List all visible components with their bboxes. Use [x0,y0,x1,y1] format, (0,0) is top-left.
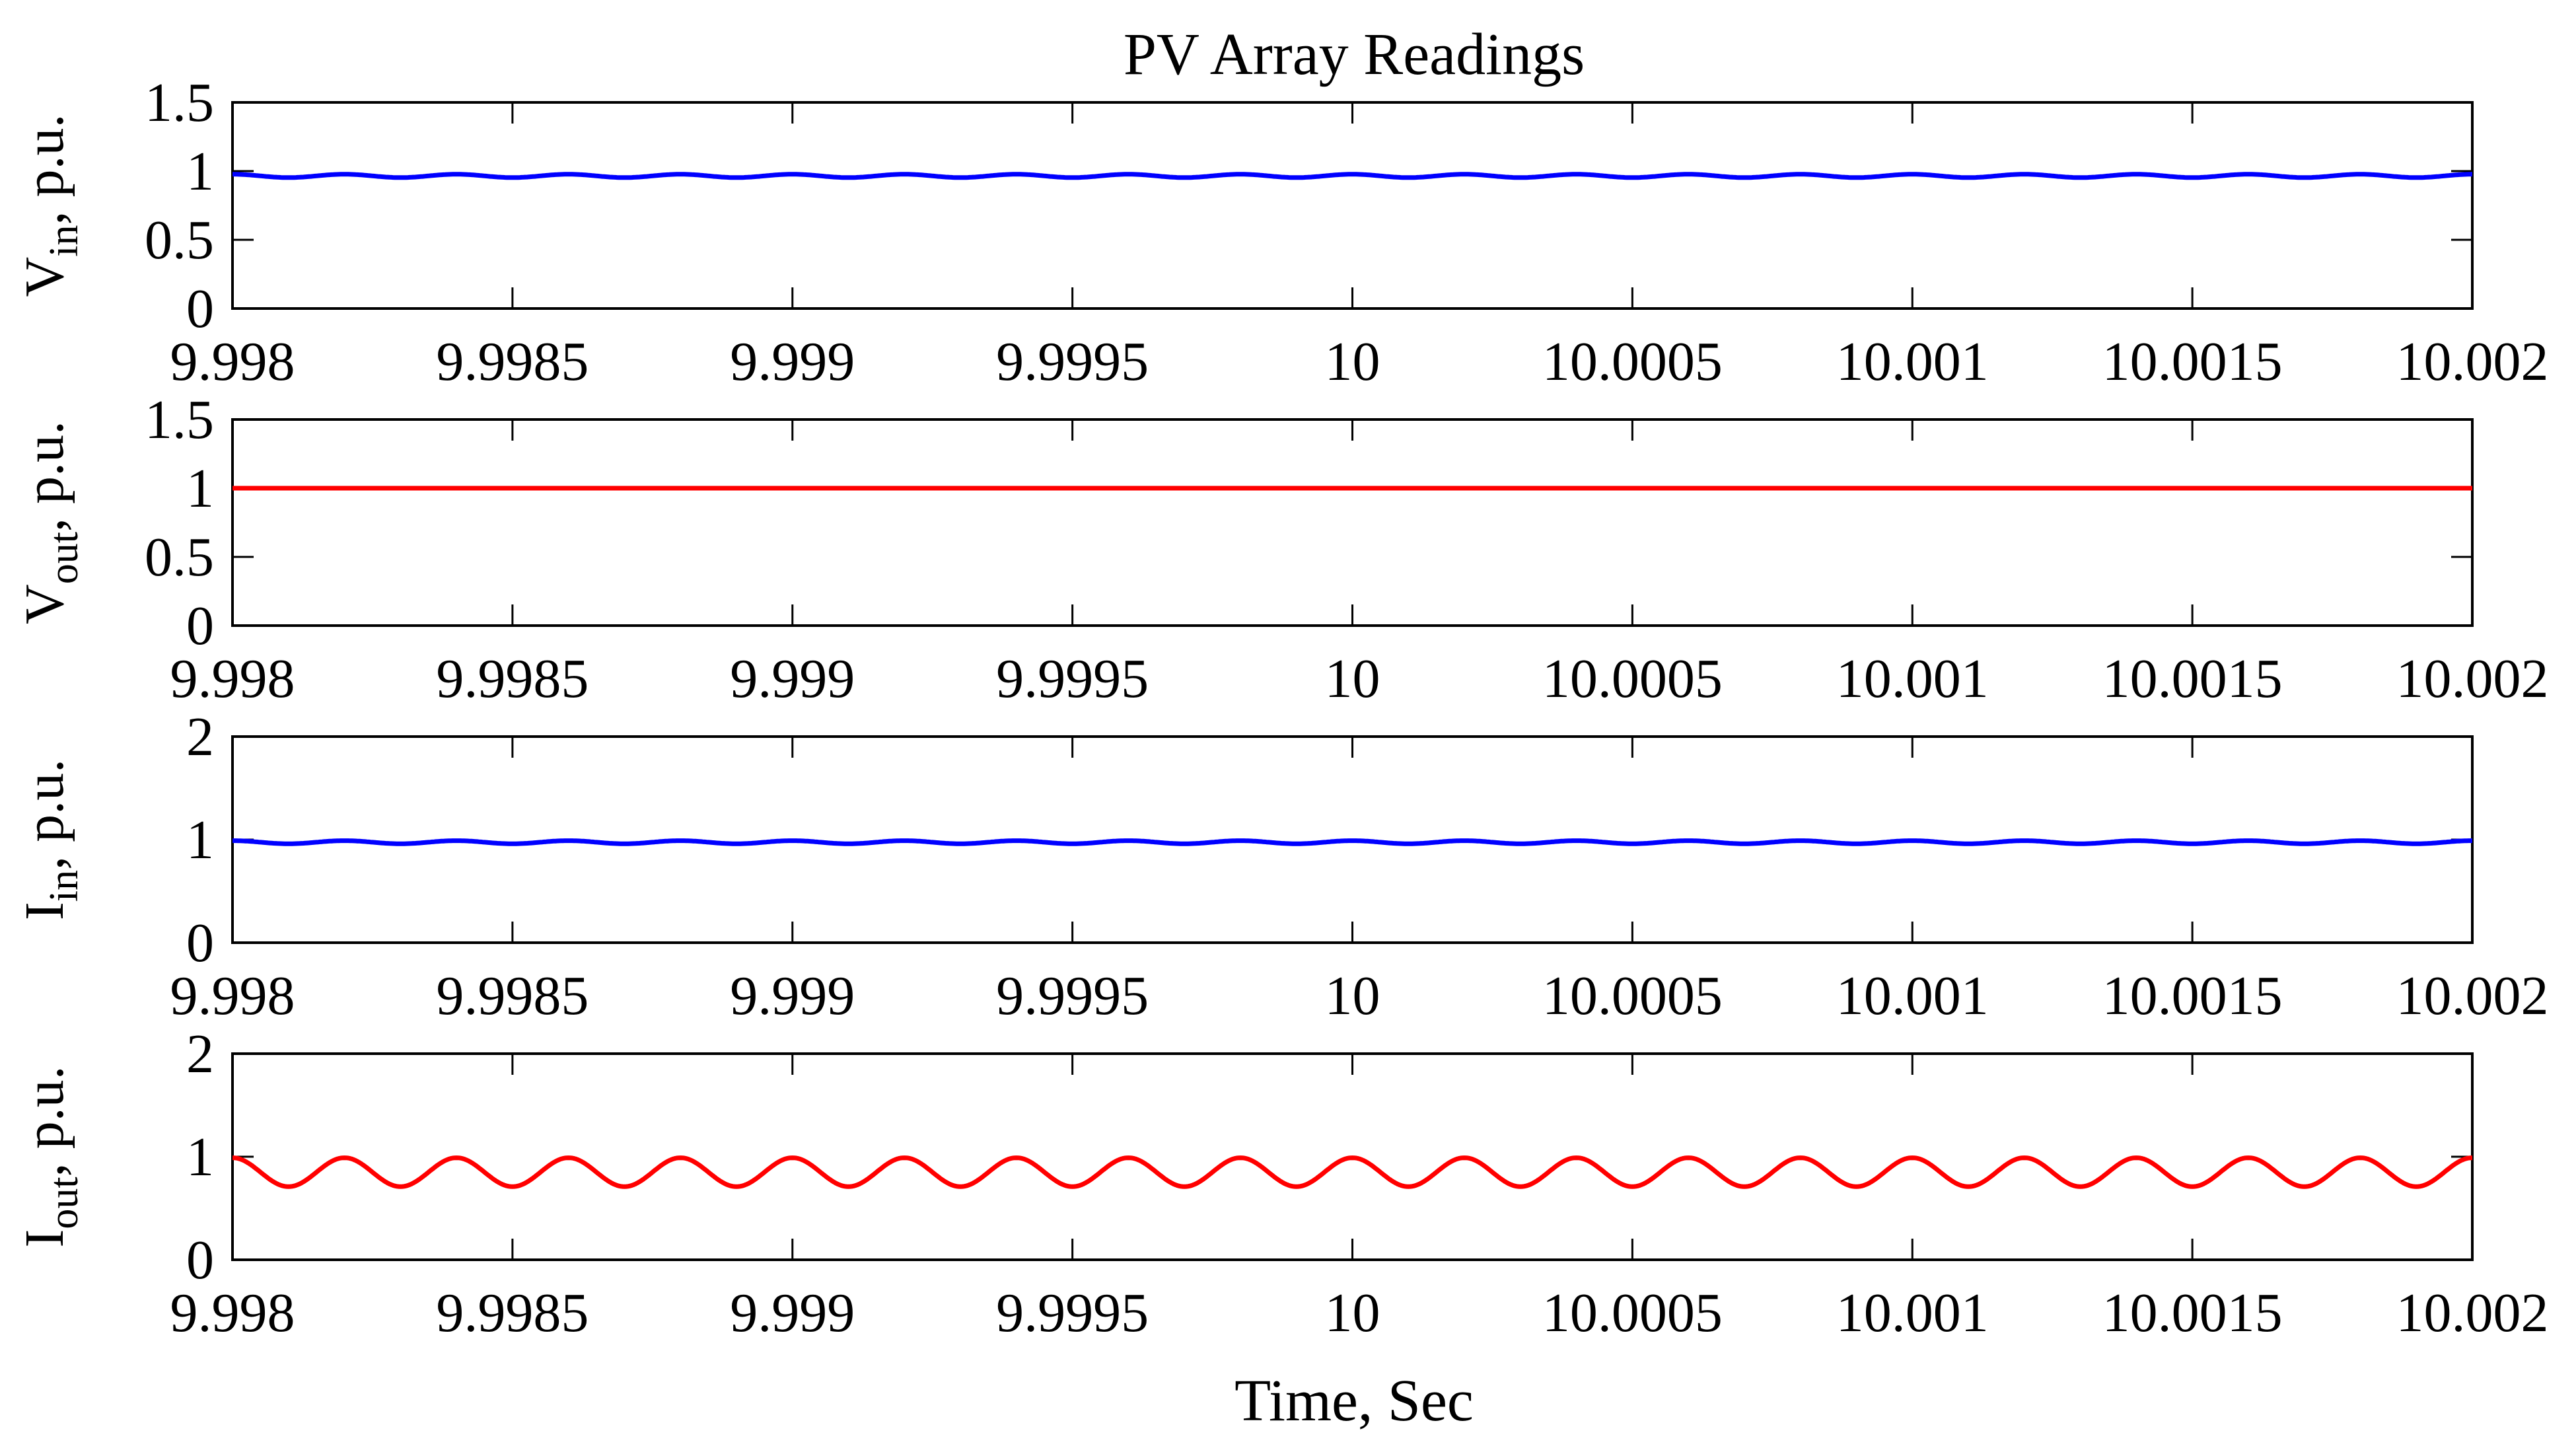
x-tick-label: 10 [1325,648,1380,709]
x-tick-label: 10.001 [1836,648,1989,709]
x-tick-label: 9.9985 [436,965,589,1027]
series-line [232,1155,2473,1189]
y-tick-label: 0 [186,595,214,657]
x-tick-label: 9.999 [730,331,855,392]
x-tick-label: 10.0015 [2102,648,2283,709]
x-tick-label: 9.999 [730,1282,855,1344]
x-tick-label: 9.998 [170,1282,295,1344]
x-tick-label: 10 [1325,965,1380,1027]
x-tick-label: 9.9995 [996,1282,1149,1344]
chart-title: PV Array Readings [1124,22,1585,87]
panel-1: 0 0.5 1 1.5 9.998 9.9985 9.999 9.9995 10 10.0005 1… [14,72,2549,392]
x-tick-label: 9.9995 [996,965,1149,1027]
panel-4: 0 1 2 9.998 9.9985 9.999 9.9995 10 10.0005 10.001… [14,1023,2549,1344]
y-axis-label: Vin, p.u. [14,114,87,297]
x-tick-label: 9.998 [170,965,295,1027]
y-tick-label: 0.5 [145,209,214,271]
axes-box [231,101,2474,310]
x-tick-label: 9.9985 [436,648,589,709]
x-tick-label: 10.002 [2396,1282,2549,1344]
y-tick-label: 1 [186,141,214,202]
x-axis-label: Time, Sec [1234,1368,1474,1434]
y-tick-label: 0.5 [145,527,214,588]
x-tick-label: 10 [1325,1282,1380,1344]
y-tick-label: 1.5 [145,72,214,133]
x-tick-label: 10.0005 [1542,648,1723,709]
y-axis-label: Vout, p.u. [14,421,87,624]
x-tick-label: 10.002 [2396,648,2549,709]
x-tick-label: 9.9985 [436,331,589,392]
x-tick-label: 10.0005 [1542,331,1723,392]
y-tick-label: 2 [186,1023,214,1085]
y-tick-label: 0 [186,278,214,340]
x-tick-label: 9.998 [170,331,295,392]
y-tick-label: 1 [186,458,214,519]
x-tick-label: 9.9985 [436,1282,589,1344]
x-tick-label: 10.0005 [1542,1282,1723,1344]
y-tick-label: 1.5 [145,389,214,451]
x-tick-label: 10.001 [1836,331,1989,392]
panel-2: 0 0.5 1 1.5 9.998 9.9985 9.999 9.9995 10 10.0005 1… [14,389,2549,709]
x-tick-label: 10.0005 [1542,965,1723,1027]
x-tick-label: 10 [1325,331,1380,392]
axes-box [231,418,2474,627]
y-axis-label: Iin, p.u. [14,759,87,920]
x-tick-label: 10.0015 [2102,1282,2283,1344]
x-tick-label: 9.999 [730,648,855,709]
y-tick-label: 1 [186,1126,214,1188]
y-tick-label: 2 [186,706,214,768]
panel-3: 0 1 2 9.998 9.9985 9.999 9.9995 10 10.0005 10.001… [14,706,2549,1027]
y-tick-label: 1 [186,809,214,871]
series-line [232,172,2473,180]
x-tick-label: 10.0015 [2102,965,2283,1027]
x-tick-label: 9.998 [170,648,295,709]
x-tick-label: 10.001 [1836,1282,1989,1344]
y-tick-label: 0 [186,1229,214,1291]
y-axis-label: Iout, p.u. [14,1066,87,1247]
x-tick-label: 10.0015 [2102,331,2283,392]
y-tick-label: 0 [186,912,214,974]
x-tick-label: 9.9995 [996,648,1149,709]
x-tick-label: 9.999 [730,965,855,1027]
x-tick-label: 10.002 [2396,965,2549,1027]
x-tick-label: 10.001 [1836,965,1989,1027]
x-tick-label: 10.002 [2396,331,2549,392]
x-tick-label: 9.9995 [996,331,1149,392]
series-line [232,838,2473,846]
